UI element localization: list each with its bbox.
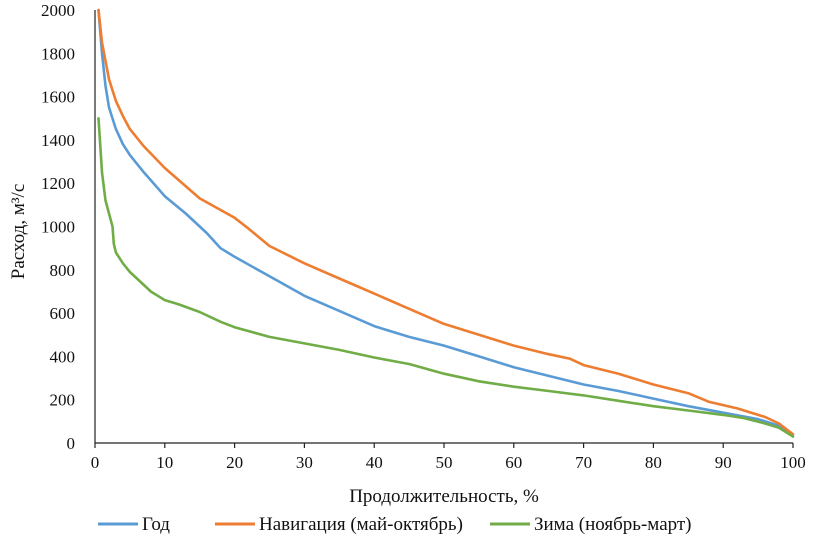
- y-tick-label: 1600: [41, 88, 75, 107]
- y-tick-label: 1800: [41, 44, 75, 63]
- y-tick-label: 800: [50, 261, 76, 280]
- y-tick-label: 1000: [41, 218, 75, 237]
- legend-label-0: Год: [142, 514, 170, 535]
- series-line-0: [97, 8, 795, 438]
- y-axis-title: Расход, м³/с: [8, 184, 29, 280]
- y-tick-label: 200: [50, 391, 76, 410]
- y-tick-label: 1200: [41, 174, 75, 193]
- x-tick-label: 30: [296, 453, 313, 472]
- x-tick-label: 50: [436, 453, 453, 472]
- x-tick-label: 40: [366, 453, 383, 472]
- x-tick-label: 100: [780, 453, 806, 472]
- x-tick-label: 80: [645, 453, 662, 472]
- series-line-2: [97, 117, 795, 438]
- legend-label-1: Навигация (май-октябрь): [259, 514, 463, 535]
- y-tick-label: 2000: [41, 1, 75, 20]
- x-tick-label: 20: [226, 453, 243, 472]
- x-tick-label: 0: [91, 453, 100, 472]
- x-tick-label: 90: [715, 453, 732, 472]
- legend-label-2: Зима (ноябрь-март): [534, 514, 692, 535]
- x-ticks: 0 10 20 30 40 50 60 70 80 90 100: [91, 443, 806, 472]
- x-axis-title: Продолжительность, %: [349, 486, 539, 507]
- y-tick-label: 1400: [41, 131, 75, 150]
- y-tick-label: 400: [50, 347, 76, 366]
- y-tick-label: 0: [67, 434, 76, 453]
- x-tick-label: 10: [156, 453, 173, 472]
- y-ticks: 0 200 400 600 800 1000 1200 1400 1600 1800 2000: [41, 1, 75, 453]
- y-tick-label: 600: [50, 304, 76, 323]
- legend: Год Навигация (май-октябрь) Зима (ноябрь-м…: [98, 514, 692, 535]
- series-line-1: [97, 8, 795, 436]
- x-tick-label: 60: [505, 453, 522, 472]
- series-group: [97, 8, 795, 438]
- x-tick-label: 70: [575, 453, 592, 472]
